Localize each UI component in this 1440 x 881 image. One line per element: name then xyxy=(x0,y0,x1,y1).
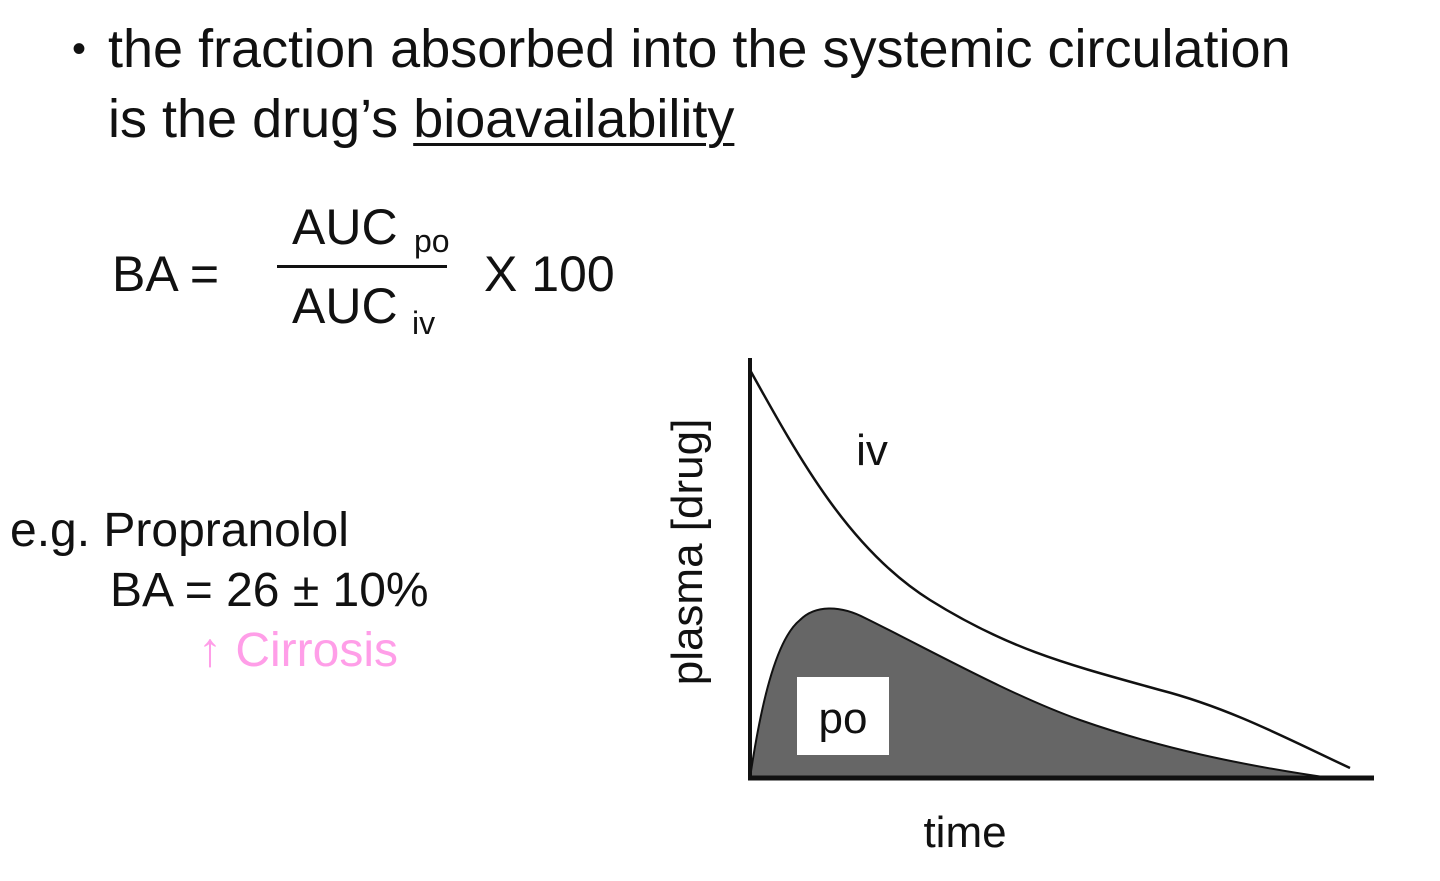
example-ba-value: BA = 26 ± 10% xyxy=(110,564,429,617)
po-series-label: po xyxy=(819,694,868,743)
formula-numerator: AUC xyxy=(292,199,398,255)
y-axis-label: plasma [drug] xyxy=(663,419,712,686)
bullet-text-prefix: is the drug’s xyxy=(108,89,414,149)
chart-svg: po iv plasma [drug] time xyxy=(663,358,1374,857)
formula-multiplier: X 100 xyxy=(484,246,615,302)
iv-curve xyxy=(748,369,1351,770)
formula-denominator: AUC xyxy=(292,278,398,334)
formula-denominator-subscript: iv xyxy=(412,305,436,341)
example-drug: e.g. Propranolol xyxy=(10,504,349,557)
formula-numerator-subscript: po xyxy=(414,223,450,259)
cirrhosis-note: ↑ Cirrosis xyxy=(198,624,398,677)
po-area xyxy=(748,607,1331,779)
bullet-text-line-1: the fraction absorbed into the systemic … xyxy=(108,19,1291,79)
formula-lhs: BA = xyxy=(112,246,220,302)
bullet-marker: • xyxy=(72,27,87,71)
bullet-text-line-2: is the drug’s bioavailability xyxy=(108,84,734,154)
po-label-box xyxy=(797,677,889,755)
x-axis-label: time xyxy=(923,808,1006,857)
iv-series-label: iv xyxy=(856,426,888,475)
bioavailability-formula: BA = AUC po AUC iv X 100 xyxy=(112,195,672,345)
bioavailability-term: bioavailability xyxy=(413,89,735,149)
fraction-bar xyxy=(277,265,447,268)
plasma-concentration-chart: po iv plasma [drug] time xyxy=(640,350,1400,865)
